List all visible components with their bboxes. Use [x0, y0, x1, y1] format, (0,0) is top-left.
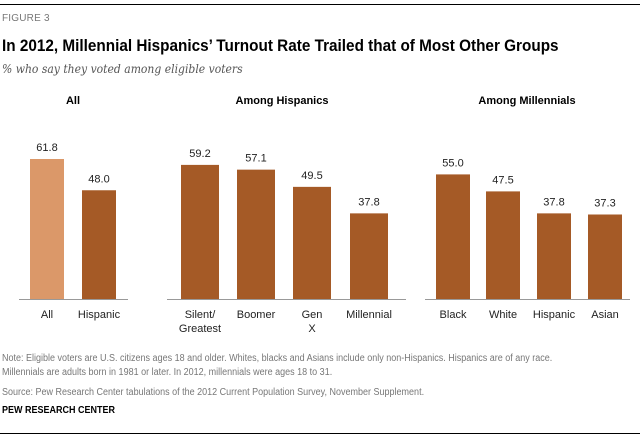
bar	[486, 191, 520, 299]
bottom-rule	[0, 433, 640, 434]
data-label: 55.0	[442, 157, 463, 169]
bar	[82, 190, 116, 299]
category-label: All	[41, 309, 53, 321]
panel-title: All	[66, 95, 80, 107]
note-line-2: Millennials are adults born in 1981 or l…	[2, 367, 333, 378]
top-rule	[0, 4, 640, 5]
category-label: Silent/Greatest	[179, 309, 221, 335]
bar	[181, 164, 219, 299]
bar	[293, 186, 331, 299]
data-label: 48.0	[88, 173, 109, 185]
data-label: 37.8	[543, 196, 564, 208]
bar	[30, 159, 64, 299]
bar	[350, 213, 388, 299]
data-label: 37.3	[594, 198, 615, 210]
data-label: 47.5	[492, 174, 513, 186]
category-label: Gen X	[302, 309, 323, 335]
data-label: 49.5	[301, 170, 322, 182]
data-label: 61.8	[36, 142, 57, 154]
bar	[237, 169, 275, 299]
data-label: 57.1	[245, 153, 266, 165]
bar	[436, 174, 470, 299]
data-label: 37.8	[358, 196, 379, 208]
chart-subtitle: % who say they voted among eligible vote…	[2, 62, 243, 76]
category-label: Hispanic	[533, 309, 576, 321]
data-label: 59.2	[189, 148, 210, 160]
brand-label: PEW RESEARCH CENTER	[2, 405, 116, 416]
category-label: Black	[440, 309, 467, 321]
category-label: White	[489, 309, 517, 321]
category-label: Hispanic	[78, 309, 121, 321]
figure-label: FIGURE 3	[2, 13, 50, 24]
category-label: Millennial	[346, 309, 392, 321]
bar	[588, 214, 622, 299]
source-note: Source: Pew Research Center tabulations …	[2, 387, 425, 398]
category-label: Boomer	[237, 309, 276, 321]
bar	[537, 213, 571, 299]
note-line-1: Note: Eligible voters are U.S. citizens …	[2, 353, 553, 364]
panel-title: Among Hispanics	[236, 95, 329, 107]
chart-title: In 2012, Millennial Hispanics’ Turnout R…	[2, 36, 559, 55]
category-label: Asian	[591, 309, 619, 321]
panel-title: Among Millennials	[478, 95, 575, 107]
